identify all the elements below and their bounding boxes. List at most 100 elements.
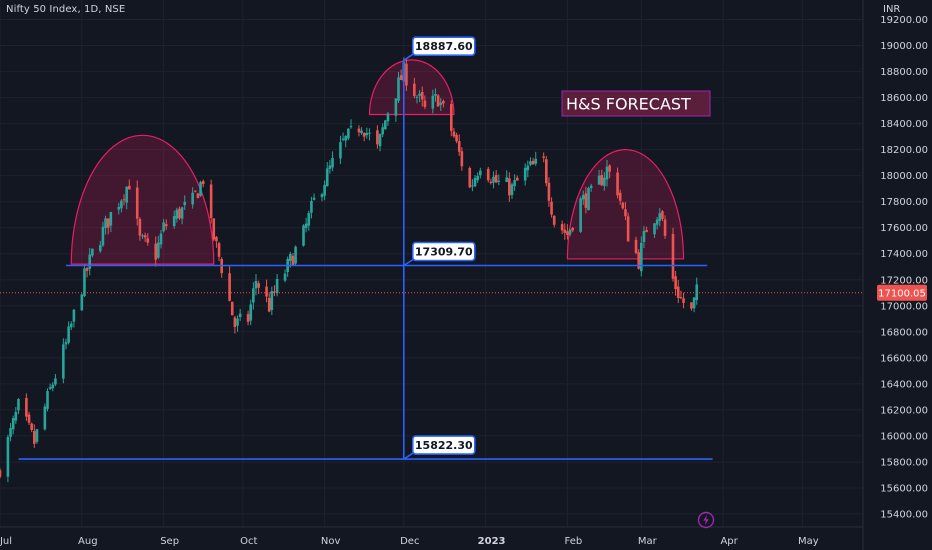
candle-body	[135, 187, 139, 219]
candle-body	[431, 95, 435, 109]
y-tick-label: 16400.00	[880, 379, 928, 390]
y-tick-label: 16000.00	[880, 431, 928, 442]
forecast-label[interactable]: H&S FORECAST	[561, 90, 711, 117]
candle-body	[489, 181, 493, 184]
candle-body	[146, 238, 150, 243]
candle-body	[51, 384, 55, 389]
candle-body	[571, 227, 574, 231]
candle-body	[159, 233, 163, 245]
candle-body	[83, 268, 86, 296]
candle-body	[267, 297, 271, 312]
candle-body	[581, 194, 585, 200]
svg-text:15822.30: 15822.30	[415, 439, 473, 452]
y-tick-label: 17200.00	[880, 275, 928, 286]
candle-body	[603, 177, 606, 186]
candle-body	[138, 219, 142, 236]
candle-body	[249, 304, 253, 321]
candle-body	[608, 165, 611, 172]
candle-body	[43, 406, 47, 430]
drawings[interactable]: 18887.60 17309.70 15822.30 H&S FORECAST	[0, 36, 863, 460]
candle-body	[310, 200, 313, 213]
candle-body	[550, 201, 553, 215]
time-axis[interactable]: Jul Aug Sep Oct Nov Dec 2023 Feb Mar Apr May	[0, 536, 819, 547]
candle-body	[48, 387, 52, 389]
x-tick-label: Aug	[78, 536, 98, 547]
candle-body	[193, 190, 197, 192]
candle-body	[91, 248, 94, 256]
candle-body	[199, 182, 202, 196]
svg-text:17100.05: 17100.05	[878, 288, 926, 299]
candle-body	[449, 104, 453, 131]
candle-body	[233, 317, 237, 327]
candle-body	[560, 224, 564, 231]
candle-body	[415, 96, 419, 98]
candle-body	[6, 437, 10, 477]
candle-body	[486, 168, 490, 181]
candle-body	[552, 215, 556, 225]
candle-body	[626, 216, 630, 242]
candle-body	[405, 63, 408, 86]
candle-body	[312, 197, 316, 200]
price-axis[interactable]: 19200.00 19000.00 18800.00 18600.00 18400.00…	[877, 15, 928, 520]
candle-body	[439, 102, 443, 105]
candle-body	[88, 254, 92, 269]
candle-body	[642, 230, 646, 243]
x-tick-label: May	[798, 536, 819, 547]
candle-body	[212, 218, 216, 240]
candle-body	[320, 194, 324, 198]
candle-body	[344, 136, 348, 141]
candle-body	[14, 411, 18, 421]
last-price-badge: 17100.05	[877, 284, 927, 301]
x-tick-label: Nov	[321, 536, 341, 547]
candle-body	[682, 298, 685, 303]
candle-body	[265, 286, 268, 297]
candle-body	[368, 132, 371, 134]
x-tick-label: Sep	[160, 536, 179, 547]
candle-body	[690, 302, 693, 309]
candle-body	[399, 75, 403, 80]
candle-body	[423, 100, 427, 107]
candle-body	[72, 309, 76, 322]
candle-body	[357, 128, 361, 133]
candle-body	[645, 230, 648, 233]
candle-body	[378, 133, 382, 147]
candle-body	[362, 132, 366, 137]
y-tick-label: 18800.00	[880, 67, 928, 78]
candle-body	[85, 267, 89, 271]
candle-body	[676, 286, 680, 298]
candle-body	[331, 158, 334, 168]
candle-body	[323, 184, 326, 196]
price-level-label[interactable]: 17309.70	[403, 241, 476, 267]
price-level-label[interactable]: 18887.60	[403, 36, 476, 61]
candle-body	[523, 167, 527, 181]
candle-body	[460, 151, 464, 167]
candle-body	[692, 297, 696, 309]
candle-body	[479, 170, 482, 176]
y-tick-label: 19000.00	[880, 41, 928, 52]
candle-body	[616, 172, 619, 196]
candle-body	[492, 176, 495, 183]
candle-body	[62, 344, 65, 379]
candle-body	[468, 168, 472, 188]
symbol-title: Nifty 50 Index, 1D, NSE	[6, 4, 126, 15]
candle-body	[30, 423, 33, 430]
candle-body	[54, 378, 57, 385]
candle-body	[98, 245, 102, 252]
candle-body	[584, 193, 588, 208]
y-tick-label: 18400.00	[880, 119, 928, 130]
candle-body	[434, 94, 437, 96]
candle-body	[289, 253, 292, 261]
candle-body	[122, 199, 126, 201]
candle-body	[172, 216, 176, 227]
pattern-arc[interactable]	[70, 134, 215, 265]
candle-body	[125, 186, 128, 203]
candle-body	[365, 132, 369, 136]
candle-body	[304, 223, 308, 229]
price-level-label[interactable]: 15822.30	[403, 435, 476, 460]
lightning-icon[interactable]	[697, 511, 715, 529]
candle-body	[394, 98, 398, 116]
candle-body	[201, 181, 205, 185]
candle-body	[252, 288, 255, 303]
